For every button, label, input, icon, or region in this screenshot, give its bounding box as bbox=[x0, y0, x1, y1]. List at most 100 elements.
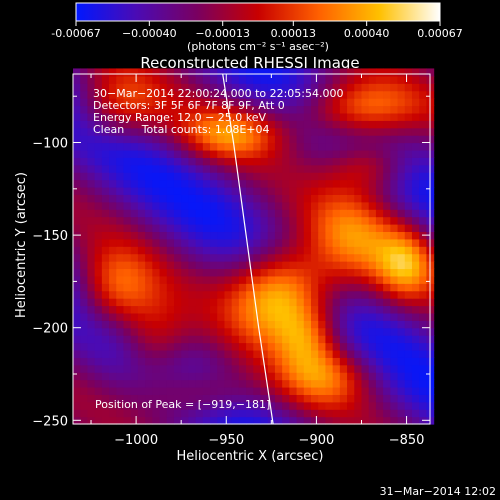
heatmap-cell bbox=[354, 275, 363, 284]
heatmap-cell bbox=[217, 372, 226, 381]
heatmap-cell bbox=[274, 135, 283, 144]
heatmap-cell bbox=[260, 157, 269, 166]
heatmap-cell bbox=[282, 90, 290, 99]
heatmap-cell bbox=[267, 283, 276, 292]
heatmap-cell bbox=[123, 194, 132, 203]
heatmap-cell bbox=[419, 238, 427, 247]
heatmap-cell bbox=[368, 149, 377, 158]
heatmap-cell bbox=[318, 298, 327, 307]
heatmap-cell bbox=[383, 379, 391, 388]
heatmap-cell bbox=[101, 416, 110, 425]
heatmap-cell bbox=[73, 253, 81, 262]
heatmap-cell bbox=[195, 409, 204, 418]
heatmap-cell bbox=[94, 105, 103, 114]
heatmap-cell bbox=[73, 194, 81, 203]
heatmap-cell bbox=[375, 231, 384, 240]
heatmap-cell bbox=[282, 216, 290, 225]
heatmap-cell bbox=[130, 142, 139, 151]
heatmap-cell bbox=[347, 179, 355, 188]
heatmap-cell bbox=[173, 238, 182, 247]
heatmap-cell bbox=[159, 90, 168, 99]
heatmap-cell bbox=[181, 231, 189, 240]
heatmap-cell bbox=[296, 231, 305, 240]
heatmap-cell bbox=[173, 127, 182, 136]
heatmap-cell bbox=[318, 201, 327, 210]
heatmap-cell bbox=[253, 157, 262, 166]
heatmap-cell bbox=[289, 261, 298, 270]
heatmap-cell bbox=[361, 364, 370, 373]
heatmap-cell bbox=[188, 209, 197, 218]
heatmap-cell bbox=[361, 164, 370, 173]
heatmap-cell bbox=[289, 320, 298, 329]
heatmap-cell bbox=[260, 68, 269, 77]
heatmap-cell bbox=[246, 275, 254, 284]
heatmap-cell bbox=[303, 268, 312, 277]
heatmap-cell bbox=[195, 290, 204, 299]
heatmap-cell bbox=[130, 98, 139, 107]
heatmap-cell bbox=[173, 409, 182, 418]
heatmap-cell bbox=[166, 298, 175, 307]
heatmap-cell bbox=[325, 364, 334, 373]
heatmap-cell bbox=[347, 120, 355, 129]
heatmap-cell bbox=[274, 90, 283, 99]
heatmap-cell bbox=[296, 179, 305, 188]
heatmap-cell bbox=[80, 379, 89, 388]
heatmap-cell bbox=[130, 394, 139, 403]
heatmap-cell bbox=[325, 120, 334, 129]
heatmap-cell bbox=[318, 105, 327, 114]
heatmap-cell bbox=[224, 372, 233, 381]
heatmap-cell bbox=[116, 127, 125, 136]
heatmap-cell bbox=[195, 349, 204, 358]
heatmap-cell bbox=[195, 327, 204, 336]
heatmap-cell bbox=[173, 327, 182, 336]
heatmap-cell bbox=[325, 401, 334, 410]
heatmap-cell bbox=[246, 372, 254, 381]
heatmap-cell bbox=[390, 179, 399, 188]
heatmap-cell bbox=[267, 209, 276, 218]
heatmap-cell bbox=[238, 127, 247, 136]
heatmap-cell bbox=[368, 135, 377, 144]
heatmap-cell bbox=[159, 135, 168, 144]
heatmap-cell bbox=[253, 127, 262, 136]
heatmap-cell bbox=[188, 75, 197, 84]
heatmap-cell bbox=[397, 231, 406, 240]
heatmap-cell bbox=[101, 142, 110, 151]
heatmap-cell bbox=[101, 224, 110, 233]
heatmap-cell bbox=[152, 275, 161, 284]
heatmap-cell bbox=[80, 179, 89, 188]
heatmap-cell bbox=[311, 157, 319, 166]
heatmap-cell bbox=[390, 305, 399, 314]
heatmap-cell bbox=[383, 394, 391, 403]
heatmap-cell bbox=[166, 246, 175, 255]
heatmap-cell bbox=[109, 90, 117, 99]
heatmap-cell bbox=[289, 364, 298, 373]
heatmap-cell bbox=[202, 275, 211, 284]
heatmap-cell bbox=[109, 216, 117, 225]
heatmap-cell bbox=[332, 209, 341, 218]
heatmap-cell bbox=[411, 164, 420, 173]
heatmap-cell bbox=[390, 268, 399, 277]
heatmap-cell bbox=[224, 261, 233, 270]
heatmap-cell bbox=[152, 231, 161, 240]
heatmap-cell bbox=[325, 357, 334, 366]
heatmap-cell bbox=[390, 216, 399, 225]
heatmap-cell bbox=[116, 179, 125, 188]
heatmap-cell bbox=[274, 364, 283, 373]
heatmap-cell bbox=[303, 357, 312, 366]
heatmap-cell bbox=[339, 224, 348, 233]
heatmap-cell bbox=[217, 112, 226, 121]
heatmap-cell bbox=[289, 290, 298, 299]
heatmap-cell bbox=[361, 305, 370, 314]
heatmap-cell bbox=[94, 364, 103, 373]
heatmap-cell bbox=[130, 164, 139, 173]
heatmap-cell bbox=[253, 179, 262, 188]
heatmap-cell bbox=[166, 335, 175, 344]
heatmap-cell bbox=[397, 364, 406, 373]
heatmap-cell bbox=[109, 231, 117, 240]
heatmap-cell bbox=[361, 386, 370, 395]
heatmap-cell bbox=[210, 68, 218, 77]
heatmap-cell bbox=[246, 401, 254, 410]
heatmap-cell bbox=[238, 186, 247, 195]
heatmap-cell bbox=[260, 261, 269, 270]
